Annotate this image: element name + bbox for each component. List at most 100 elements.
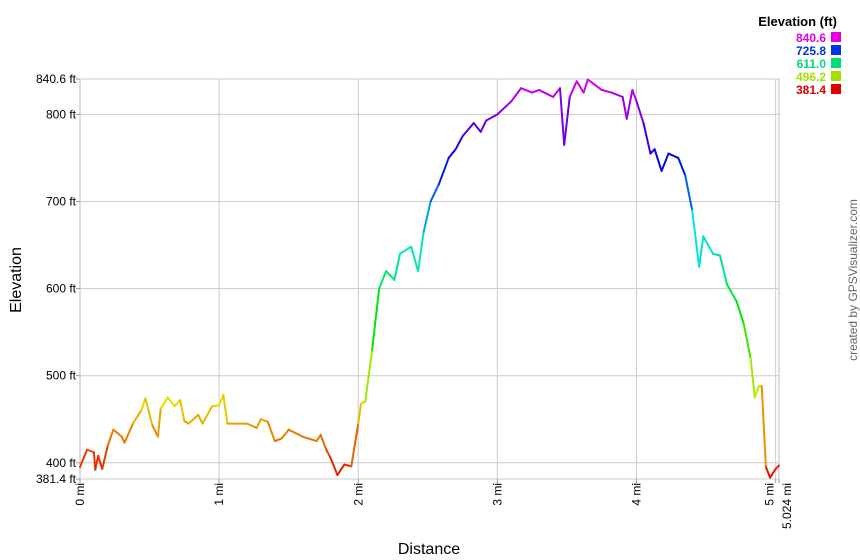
x-tick-label: 2 mi [351,483,365,506]
elevation-segment [329,456,339,476]
elevation-segment [496,100,513,116]
elevation-segment [173,399,182,408]
elevation-segment [753,385,760,399]
elevation-segment [531,88,541,94]
elevation-segment [429,183,440,203]
elevation-segment [273,437,283,443]
elevation-segment [159,396,169,410]
elevation-segment [266,420,276,443]
elevation-segment [586,78,603,91]
legend-label: 840.6 [796,31,826,45]
legend-label: 611.0 [797,57,827,71]
elevation-segment [410,245,420,273]
elevation-segment [764,466,772,479]
elevation-segment [447,148,457,159]
x-axis-ticks: 0 mi 1 mi 2 mi 3 mi 4 mi 5 mi 5.024 mi [73,479,794,529]
elevation-segment [642,122,652,155]
x-tick-label: 4 mi [630,483,644,506]
legend-label: 496.2 [796,70,826,84]
elevation-segment [610,91,624,98]
elevation-segment [343,463,353,468]
elevation-segment [472,122,482,133]
x-tick-label: 5.024 mi [780,483,794,529]
elevation-segment [140,397,147,412]
elevation-segment [301,435,318,443]
elevation-segment [774,464,780,470]
x-tick-label: 5 mi [763,483,777,506]
elevation-segment [575,80,585,94]
elevation-segment [79,448,88,469]
elevation-segment [749,357,756,399]
elevation-segment [350,422,360,468]
legend-swatch [831,32,841,42]
elevation-segment [582,78,589,94]
elevation-segment [635,100,645,125]
elevation-segment [625,88,634,120]
elevation-segment [600,88,613,94]
x-axis-title: Distance [398,541,460,558]
y-tick-label: 840.6 ft [36,72,77,86]
y-axis-ticks: 381.4 ft 400 ft 500 ft 600 ft 700 ft 800 ft 84… [36,72,80,486]
elevation-segment [485,113,499,122]
legend-title: Elevation (ft) [758,14,837,29]
elevation-segment [660,152,670,172]
elevation-segment [287,428,304,438]
legend-swatch [831,45,841,55]
elevation-segment [201,405,214,425]
elevation-segment [131,409,143,425]
grid [79,78,780,480]
elevation-segment [156,407,162,438]
elevation-segment [437,156,450,186]
elevation-segment [461,122,475,138]
elevation-segment [106,428,115,447]
elevation-segment [385,270,396,281]
elevation-segment [538,88,555,98]
elevation-line [79,78,780,479]
elevation-segment [357,402,363,425]
elevation-segment [417,230,425,273]
elevation-segment [653,148,663,172]
elevation-segment [85,448,95,454]
elevation-segment [197,413,204,425]
elevation-segment [245,422,258,429]
legend-swatch [831,58,841,68]
elevation-segment [123,422,134,444]
elevation-segment [677,156,687,177]
y-tick-label: 500 ft [46,369,77,383]
legend-swatch [831,71,841,81]
elevation-segment [422,200,432,233]
y-tick-label: 381.4 ft [36,472,77,486]
elevation-segment [563,95,571,146]
elevation-segment [568,80,578,98]
y-tick-label: 600 ft [46,282,77,296]
elevation-segment [510,87,523,103]
elevation-segment [144,397,154,427]
x-tick-label: 3 mi [490,483,504,506]
elevation-segment [94,454,100,471]
x-tick-label: 1 mi [212,483,226,506]
y-tick-label: 700 ft [46,194,77,208]
elevation-segment [552,87,562,98]
elevation-segment [719,254,728,286]
elevation-segment [684,174,694,212]
elevation-segment [725,283,738,303]
x-tick-label: 0 mi [73,483,87,506]
elevation-segment [559,87,566,146]
elevation-segment [698,235,705,268]
elevation-segment [691,209,701,268]
y-tick-label: 400 ft [46,456,77,470]
elevation-segment [325,448,332,459]
elevation-segment [315,433,322,443]
elevation-segment [259,418,269,423]
elevation-segment [769,467,777,479]
elevation-segment [371,287,381,351]
elevation-segment [702,235,715,255]
elevation-segment [735,300,745,325]
elevation-segment [479,119,488,133]
elevation-segment [621,95,628,120]
elevation-segment [319,433,328,451]
legend-swatch [831,84,841,94]
elevation-segment [336,463,346,476]
